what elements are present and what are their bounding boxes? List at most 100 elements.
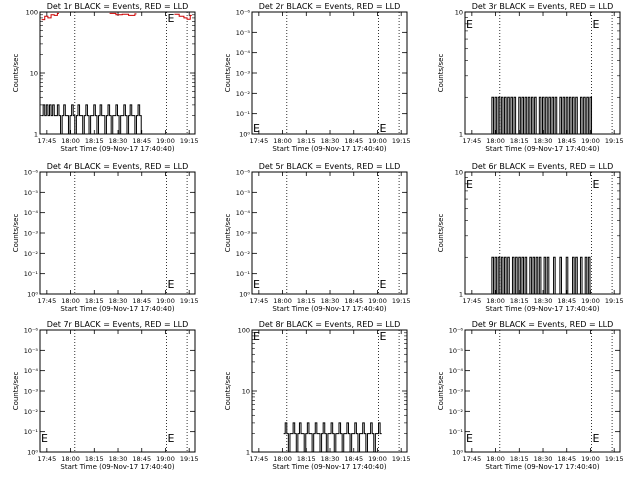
x-tick-label: 19:15 [392,137,411,145]
x-tick-label: 18:15 [85,455,104,463]
y-tick-label: 10⁻⁵ [449,347,464,355]
event-marker-e: E [380,122,387,135]
x-tick-label: 18:00 [273,297,292,305]
y-tick-label: 10⁻² [24,250,39,258]
event-marker-e: E [380,330,387,343]
y-tick-label: 10⁻³ [236,230,251,238]
y-tick-label: 10 [30,70,38,78]
x-tick-label: 17:45 [249,137,268,145]
y-tick-label: 10⁰ [239,131,250,139]
x-axis-label: Start Time (09-Nov-17 17:40:40) [60,463,174,471]
event-marker-e: E [168,432,175,445]
panel-title: Det 3r BLACK = Events, RED = LLD [472,2,614,11]
y-tick-label: 10⁻⁵ [24,347,39,355]
y-tick-label: 10⁻⁴ [449,367,464,375]
event-marker-e: E [253,330,260,343]
y-tick-label: 10⁻² [24,408,39,416]
data-series-1 [41,104,143,135]
chart-panel-8: Det 8r BLACK = Events, RED = LLD 17:45 18:… [224,320,411,471]
x-tick-label: 18:45 [344,297,363,305]
y-tick-label: 10⁻⁶ [449,327,464,335]
chart-panel-3: Det 3r BLACK = Events, RED = LLD 17:45 18:… [437,2,624,153]
y-tick-label: 10⁻⁴ [24,367,39,375]
plot-frame [251,171,408,295]
x-axis-label: Start Time (09-Nov-17 17:40:40) [485,145,599,153]
panel-title: Det 1r BLACK = Events, RED = LLD [47,2,189,11]
x-tick-label: 19:00 [368,297,387,305]
x-tick-label: 18:00 [61,137,80,145]
x-tick-label: 19:15 [392,455,411,463]
event-marker-e: E [466,432,473,445]
y-axis-label: Counts/sec [12,54,20,93]
x-tick-label: 17:45 [37,137,56,145]
y-tick-label: 10⁻⁶ [24,327,39,335]
y-tick-label: 10⁻¹ [236,110,251,118]
y-tick-label: 10⁻⁶ [24,169,39,177]
chart-panel-2: Det 2r BLACK = Events, RED = LLD 17:45 18:… [224,2,411,153]
y-tick-label: 10⁻⁵ [236,29,251,37]
y-tick-label: 1 [246,449,250,457]
y-tick-label: 10⁻⁴ [24,209,39,217]
event-marker-e: E [593,18,600,31]
y-tick-label: 10⁻¹ [24,270,39,278]
x-tick-label: 18:45 [557,137,576,145]
x-tick-label: 19:00 [581,455,600,463]
chart-panel-4: Det 4r BLACK = Events, RED = LLD 17:45 18:… [12,162,199,313]
data-series-1 [490,256,592,295]
x-tick-label: 17:45 [249,297,268,305]
event-marker-e: E [466,178,473,191]
y-tick-label: 10 [242,388,250,396]
x-tick-label: 18:30 [534,137,553,145]
x-tick-label: 18:00 [486,297,505,305]
chart-panel-9: Det 9r BLACK = Events, RED = LLD 17:45 18:… [437,320,624,471]
x-axis-label: Start Time (09-Nov-17 17:40:40) [272,463,386,471]
x-tick-label: 18:15 [85,137,104,145]
x-tick-label: 19:15 [605,137,624,145]
y-axis-label: Counts/sec [224,214,232,253]
x-tick-label: 18:00 [486,455,505,463]
y-axis-label: Counts/sec [437,214,445,253]
x-tick-label: 18:00 [61,455,80,463]
x-tick-label: 18:45 [344,455,363,463]
panel-title: Det 7r BLACK = Events, RED = LLD [47,320,189,329]
x-tick-label: 18:00 [273,137,292,145]
y-tick-label: 10⁻³ [236,70,251,78]
x-tick-label: 19:15 [180,297,199,305]
y-tick-label: 10⁻² [236,250,251,258]
x-tick-label: 18:45 [132,455,151,463]
event-marker-e: E [593,432,600,445]
y-tick-label: 10⁻⁶ [236,169,251,177]
event-marker-e: E [466,18,473,31]
y-tick-label: 100 [238,327,250,335]
x-tick-label: 17:45 [37,455,56,463]
y-axis-label: Counts/sec [224,372,232,411]
x-tick-label: 17:45 [249,455,268,463]
y-axis-label: Counts/sec [12,214,20,253]
panel-title: Det 2r BLACK = Events, RED = LLD [259,2,401,11]
x-tick-label: 18:45 [132,137,151,145]
x-tick-label: 18:30 [109,137,128,145]
x-tick-label: 18:30 [109,455,128,463]
event-marker-e: E [168,12,175,25]
event-marker-e: E [380,278,387,291]
event-marker-e: E [41,432,48,445]
y-tick-label: 10⁰ [27,449,38,457]
x-axis-label: Start Time (09-Nov-17 17:40:40) [485,463,599,471]
x-tick-label: 18:15 [85,297,104,305]
x-tick-label: 18:15 [297,455,316,463]
x-tick-label: 18:30 [109,297,128,305]
x-axis-label: Start Time (09-Nov-17 17:40:40) [60,305,174,313]
x-tick-label: 19:00 [156,137,175,145]
x-tick-label: 18:00 [273,455,292,463]
y-tick-label: 10⁻¹ [449,428,464,436]
x-tick-label: 19:00 [581,297,600,305]
x-tick-label: 18:15 [510,455,529,463]
x-tick-label: 18:30 [321,137,340,145]
y-tick-label: 10 [455,169,463,177]
x-tick-label: 19:15 [180,455,199,463]
y-axis-label: Counts/sec [437,372,445,411]
y-tick-label: 1 [34,131,38,139]
y-tick-label: 1 [459,131,463,139]
x-tick-label: 19:15 [605,297,624,305]
x-axis-label: Start Time (09-Nov-17 17:40:40) [60,145,174,153]
